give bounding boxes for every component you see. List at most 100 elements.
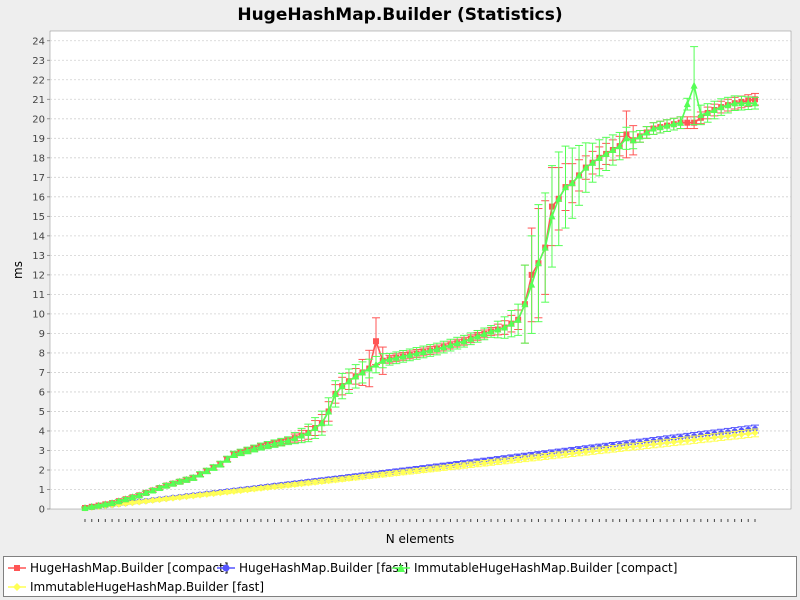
data-point bbox=[203, 466, 211, 474]
data-point bbox=[216, 460, 224, 468]
data-point bbox=[690, 81, 698, 89]
data-point bbox=[338, 475, 346, 483]
data-point bbox=[135, 498, 143, 506]
legend: HugeHashMap.Builder [compact] HugeHashMa… bbox=[3, 556, 797, 597]
data-point bbox=[358, 473, 366, 481]
data-point bbox=[284, 436, 292, 444]
data-point bbox=[426, 346, 434, 354]
data-point bbox=[81, 504, 89, 512]
data-point bbox=[386, 470, 394, 478]
data-point bbox=[264, 441, 272, 449]
data-point bbox=[399, 468, 407, 476]
data-point bbox=[616, 444, 624, 452]
data-point bbox=[210, 490, 218, 498]
diamond-marker-icon bbox=[8, 583, 26, 591]
y-tick-label: 6 bbox=[39, 387, 45, 398]
data-point bbox=[582, 163, 590, 171]
data-point bbox=[487, 327, 495, 335]
data-point bbox=[128, 499, 136, 507]
data-point bbox=[169, 494, 177, 502]
data-point bbox=[609, 445, 617, 453]
data-point bbox=[656, 440, 664, 448]
data-point bbox=[636, 132, 644, 140]
data-point bbox=[352, 372, 360, 380]
y-tick-label: 24 bbox=[32, 36, 45, 47]
data-point bbox=[501, 457, 509, 465]
y-tick-label: 2 bbox=[39, 465, 45, 476]
data-point bbox=[677, 437, 685, 445]
y-tick-label: 13 bbox=[32, 251, 45, 262]
data-point bbox=[622, 134, 630, 142]
data-point bbox=[562, 183, 570, 191]
data-point bbox=[534, 259, 542, 267]
legend-item-immutable-fast: ImmutableHugeHashMap.Builder [fast] bbox=[8, 578, 264, 596]
data-point bbox=[514, 315, 522, 323]
data-point bbox=[413, 467, 421, 475]
data-point bbox=[379, 471, 387, 479]
data-point bbox=[122, 495, 130, 503]
y-tick-label: 12 bbox=[32, 270, 45, 281]
data-point bbox=[345, 474, 353, 482]
data-point bbox=[304, 428, 312, 436]
y-tick-label: 0 bbox=[39, 505, 45, 516]
data-point bbox=[487, 459, 495, 467]
data-point bbox=[737, 430, 745, 438]
data-point bbox=[196, 470, 204, 478]
square-marker-icon bbox=[8, 565, 26, 571]
data-point bbox=[751, 429, 759, 437]
data-point bbox=[649, 440, 657, 448]
data-point bbox=[494, 325, 502, 333]
data-point bbox=[744, 430, 752, 438]
data-point bbox=[352, 474, 360, 482]
data-point bbox=[270, 483, 278, 491]
data-point bbox=[373, 338, 380, 345]
y-tick-label: 4 bbox=[39, 426, 45, 437]
data-point bbox=[223, 488, 231, 496]
data-point bbox=[128, 493, 136, 501]
data-point bbox=[230, 450, 238, 458]
data-point bbox=[453, 339, 461, 347]
y-tick-label: 22 bbox=[32, 75, 45, 86]
data-point bbox=[555, 194, 563, 202]
data-point bbox=[521, 300, 529, 308]
data-point bbox=[595, 153, 603, 161]
data-point bbox=[710, 433, 718, 441]
data-point bbox=[135, 491, 143, 499]
data-point bbox=[291, 481, 299, 489]
data-point bbox=[548, 452, 556, 460]
data-point bbox=[298, 480, 306, 488]
data-point bbox=[155, 496, 163, 504]
data-point bbox=[717, 103, 725, 111]
y-tick-label: 1 bbox=[39, 485, 45, 496]
data-point bbox=[277, 438, 285, 446]
legend-label: HugeHashMap.Builder [compact] bbox=[30, 561, 229, 575]
data-point bbox=[697, 435, 705, 443]
series-layer bbox=[81, 46, 759, 512]
data-point bbox=[636, 442, 644, 450]
data-point bbox=[223, 455, 231, 463]
data-point bbox=[446, 341, 454, 349]
data-point bbox=[142, 497, 150, 505]
y-tick-label: 10 bbox=[32, 309, 45, 320]
data-point bbox=[582, 448, 590, 456]
data-point bbox=[595, 446, 603, 454]
data-point bbox=[433, 345, 441, 353]
data-point bbox=[480, 459, 488, 467]
data-point bbox=[710, 106, 718, 114]
data-point bbox=[189, 492, 197, 500]
y-tick-label: 3 bbox=[39, 446, 45, 457]
data-point bbox=[460, 337, 468, 345]
data-point bbox=[677, 118, 685, 126]
data-point bbox=[494, 458, 502, 466]
data-point bbox=[345, 377, 353, 385]
data-point bbox=[643, 441, 651, 449]
data-point bbox=[446, 463, 454, 471]
data-point bbox=[568, 179, 576, 187]
data-point bbox=[643, 128, 651, 136]
data-point bbox=[250, 444, 258, 452]
data-point bbox=[237, 487, 245, 495]
legend-item-hugehashmap-fast: HugeHashMap.Builder [fast] bbox=[217, 559, 408, 577]
data-point bbox=[528, 280, 536, 288]
data-point bbox=[95, 501, 103, 509]
plot-area bbox=[49, 30, 792, 510]
